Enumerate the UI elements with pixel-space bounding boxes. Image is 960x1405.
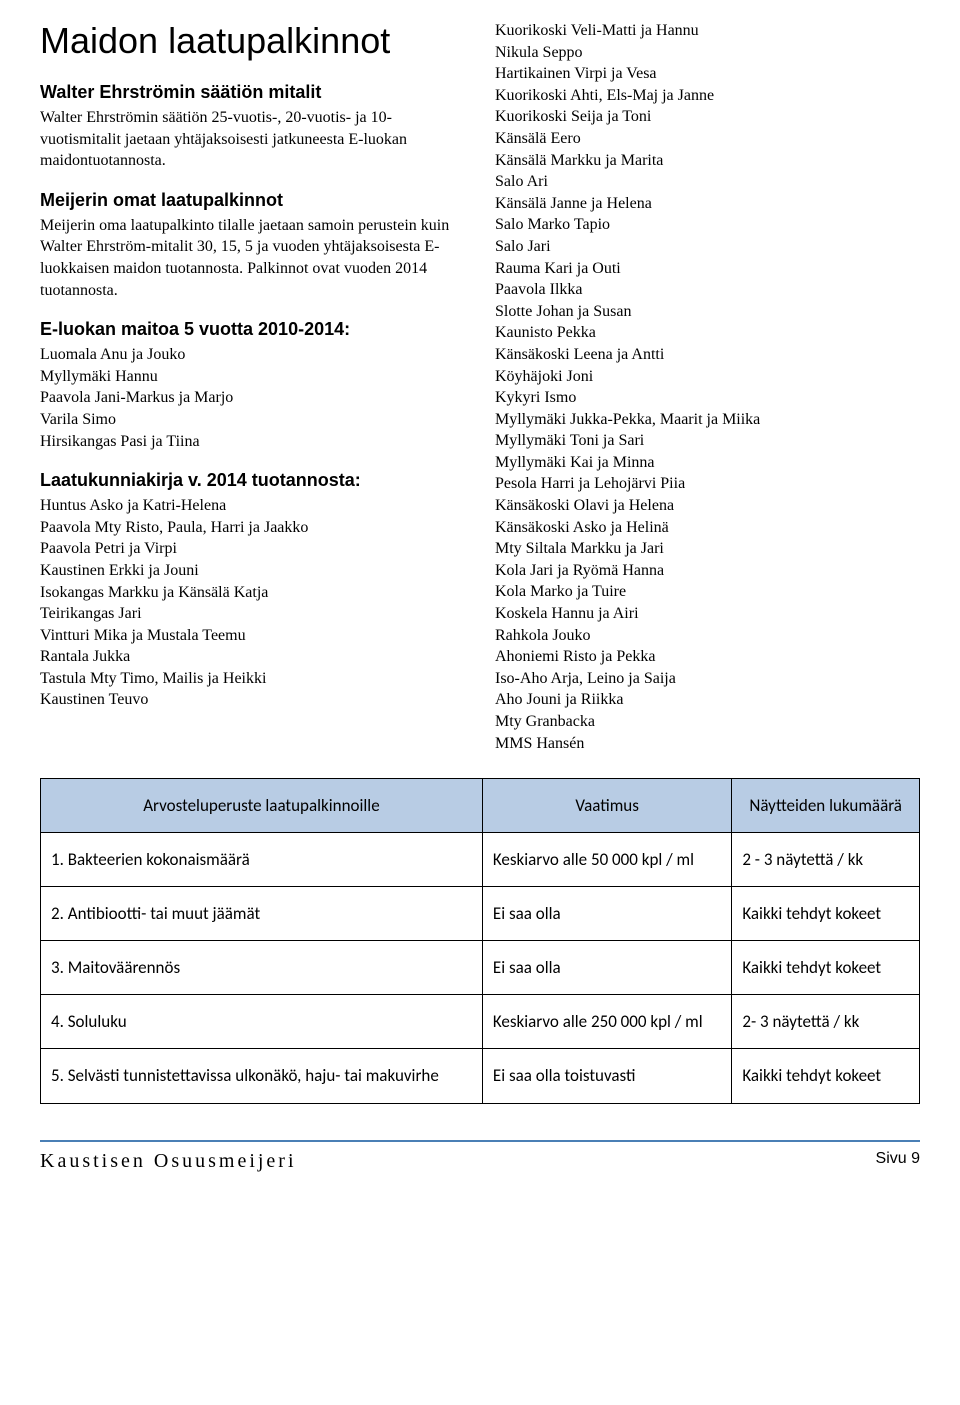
table-cell: 2 - 3 näytettä / kk [732, 833, 920, 887]
list-item: Kuorikoski Seija ja Toni [495, 106, 920, 128]
list-item: Känsälä Markku ja Marita [495, 150, 920, 172]
table-cell: Ei saa olla [482, 887, 731, 941]
section4-heading: Laatukunniakirja v. 2014 tuotannosta: [40, 470, 465, 491]
section3-list: Luomala Anu ja JoukoMyllymäki HannuPaavo… [40, 344, 465, 452]
list-item: Paavola Jani-Markus ja Marjo [40, 387, 465, 409]
list-item: Iso-Aho Arja, Leino ja Saija [495, 668, 920, 690]
list-item: Paavola Mty Risto, Paula, Harri ja Jaakk… [40, 517, 465, 539]
page-title: Maidon laatupalkinnot [40, 20, 465, 62]
right-column: Kuorikoski Veli-Matti ja HannuNikula Sep… [495, 20, 920, 754]
list-item: Rantala Jukka [40, 646, 465, 668]
right-column-list: Kuorikoski Veli-Matti ja HannuNikula Sep… [495, 20, 920, 754]
list-item: Kaustinen Erkki ja Jouni [40, 560, 465, 582]
section1-text: Walter Ehrströmin säätiön 25-vuotis-, 20… [40, 107, 465, 172]
list-item: Salo Jari [495, 236, 920, 258]
table-cell: 4. Soluluku [41, 995, 483, 1049]
table-cell: 3. Maitoväärennös [41, 941, 483, 995]
list-item: Känsäkoski Leena ja Antti [495, 344, 920, 366]
section1-heading: Walter Ehrströmin säätiön mitalit [40, 82, 465, 103]
list-item: Vintturi Mika ja Mustala Teemu [40, 625, 465, 647]
list-item: Myllymäki Toni ja Sari [495, 430, 920, 452]
table-cell: 5. Selvästi tunnistettavissa ulkonäkö, h… [41, 1049, 483, 1104]
list-item: Myllymäki Jukka-Pekka, Maarit ja Miika [495, 409, 920, 431]
table-header-row: Arvosteluperuste laatupalkinnoille Vaati… [41, 779, 920, 833]
list-item: Kola Jari ja Ryömä Hanna [495, 560, 920, 582]
list-item: Slotte Johan ja Susan [495, 301, 920, 323]
list-item: Känsäkoski Olavi ja Helena [495, 495, 920, 517]
section3-heading: E-luokan maitoa 5 vuotta 2010-2014: [40, 319, 465, 340]
page-footer: Kaustisen Osuusmeijeri Sivu 9 [40, 1140, 920, 1173]
list-item: Kykyri Ismo [495, 387, 920, 409]
list-item: Känsälä Eero [495, 128, 920, 150]
table-cell: Kaikki tehdyt kokeet [732, 941, 920, 995]
list-item: Känsäkoski Asko ja Helinä [495, 517, 920, 539]
list-item: Kaustinen Teuvo [40, 689, 465, 711]
list-item: Varila Simo [40, 409, 465, 431]
list-item: Rauma Kari ja Outi [495, 258, 920, 280]
left-column: Maidon laatupalkinnot Walter Ehrströmin … [40, 20, 465, 754]
list-item: Mty Siltala Markku ja Jari [495, 538, 920, 560]
table-cell: Ei saa olla toistuvasti [482, 1049, 731, 1104]
table-row: 2. Antibiootti- tai muut jäämätEi saa ol… [41, 887, 920, 941]
list-item: Isokangas Markku ja Känsälä Katja [40, 582, 465, 604]
table-cell: 2. Antibiootti- tai muut jäämät [41, 887, 483, 941]
list-item: Kaunisto Pekka [495, 322, 920, 344]
table-row: 4. SolulukuKeskiarvo alle 250 000 kpl / … [41, 995, 920, 1049]
list-item: MMS Hansén [495, 733, 920, 755]
list-item: Hartikainen Virpi ja Vesa [495, 63, 920, 85]
table-cell: Keskiarvo alle 50 000 kpl / ml [482, 833, 731, 887]
list-item: Myllymäki Kai ja Minna [495, 452, 920, 474]
table-header-3: Näytteiden lukumäärä [732, 779, 920, 833]
list-item: Paavola Petri ja Virpi [40, 538, 465, 560]
list-item: Tastula Mty Timo, Mailis ja Heikki [40, 668, 465, 690]
section4-list: Huntus Asko ja Katri-HelenaPaavola Mty R… [40, 495, 465, 711]
list-item: Salo Marko Tapio [495, 214, 920, 236]
list-item: Luomala Anu ja Jouko [40, 344, 465, 366]
list-item: Pesola Harri ja Lehojärvi Piia [495, 473, 920, 495]
list-item: Köyhäjoki Joni [495, 366, 920, 388]
table-cell: 1. Bakteerien kokonaismäärä [41, 833, 483, 887]
list-item: Kola Marko ja Tuire [495, 581, 920, 603]
section2-heading: Meijerin omat laatupalkinnot [40, 190, 465, 211]
table-cell: Ei saa olla [482, 941, 731, 995]
list-item: Myllymäki Hannu [40, 366, 465, 388]
criteria-table: Arvosteluperuste laatupalkinnoille Vaati… [40, 778, 920, 1104]
list-item: Mty Granbacka [495, 711, 920, 733]
table-cell: 2- 3 näytettä / kk [732, 995, 920, 1049]
list-item: Paavola Ilkka [495, 279, 920, 301]
list-item: Kuorikoski Veli-Matti ja Hannu [495, 20, 920, 42]
list-item: Teirikangas Jari [40, 603, 465, 625]
table-cell: Keskiarvo alle 250 000 kpl / ml [482, 995, 731, 1049]
list-item: Kuorikoski Ahti, Els-Maj ja Janne [495, 85, 920, 107]
list-item: Koskela Hannu ja Airi [495, 603, 920, 625]
list-item: Nikula Seppo [495, 42, 920, 64]
list-item: Ahoniemi Risto ja Pekka [495, 646, 920, 668]
table-header-2: Vaatimus [482, 779, 731, 833]
list-item: Huntus Asko ja Katri-Helena [40, 495, 465, 517]
footer-publisher: Kaustisen Osuusmeijeri [40, 1150, 297, 1173]
list-item: Hirsikangas Pasi ja Tiina [40, 431, 465, 453]
table-row: 1. Bakteerien kokonaismääräKeskiarvo all… [41, 833, 920, 887]
footer-divider [40, 1140, 920, 1142]
table-header-1: Arvosteluperuste laatupalkinnoille [41, 779, 483, 833]
footer-page-number: Sivu 9 [876, 1150, 920, 1173]
table-cell: Kaikki tehdyt kokeet [732, 887, 920, 941]
list-item: Känsälä Janne ja Helena [495, 193, 920, 215]
table-cell: Kaikki tehdyt kokeet [732, 1049, 920, 1104]
table-row: 3. MaitoväärennösEi saa ollaKaikki tehdy… [41, 941, 920, 995]
table-row: 5. Selvästi tunnistettavissa ulkonäkö, h… [41, 1049, 920, 1104]
list-item: Rahkola Jouko [495, 625, 920, 647]
section2-text: Meijerin oma laatupalkinto tilalle jaeta… [40, 215, 465, 301]
list-item: Salo Ari [495, 171, 920, 193]
list-item: Aho Jouni ja Riikka [495, 689, 920, 711]
